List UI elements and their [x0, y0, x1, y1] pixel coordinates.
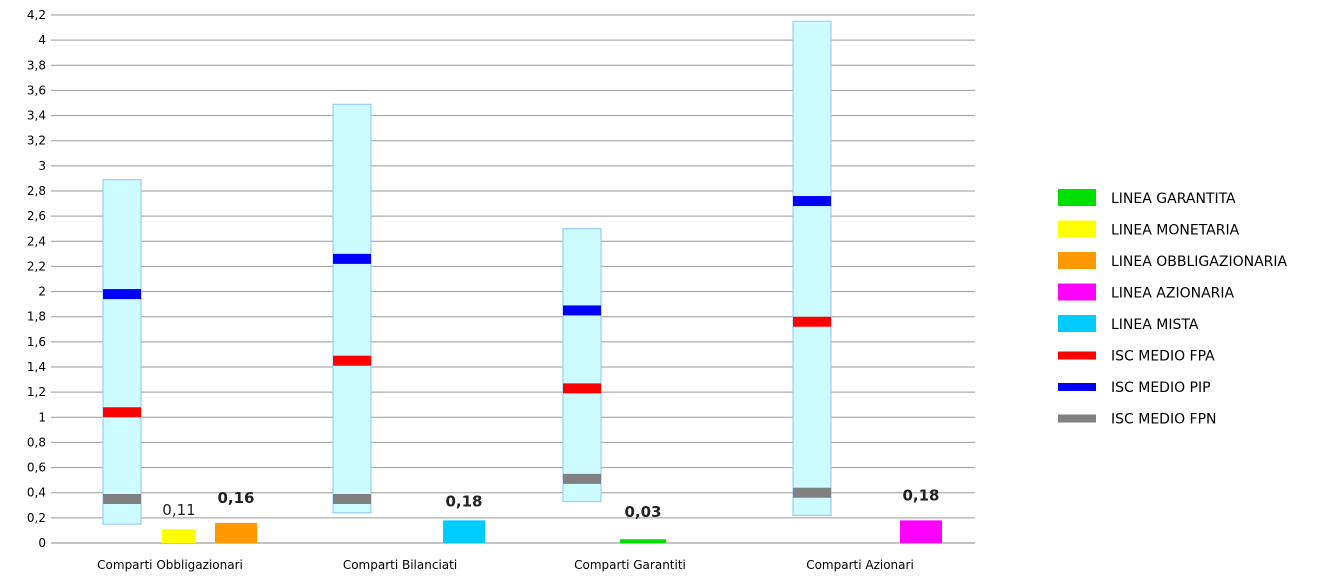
isc-marker	[103, 494, 141, 504]
y-tick-label: 2,6	[27, 209, 46, 223]
y-tick-label: 0,8	[27, 435, 46, 449]
legend-label: LINEA MISTA	[1111, 317, 1199, 333]
data-label: 0,16	[217, 489, 254, 507]
category-label: Comparti Bilanciati	[343, 558, 457, 572]
y-tick-label: 2,8	[27, 184, 46, 198]
category-label: Comparti Obbligazionari	[97, 558, 243, 572]
y-tick-label: 4	[38, 33, 46, 47]
value-bar	[900, 520, 942, 543]
y-tick-label: 0,6	[27, 461, 46, 475]
legend-swatch	[1058, 351, 1096, 360]
y-tick-label: 3,8	[27, 58, 46, 72]
range-bars	[102, 20, 832, 525]
value-bar	[620, 539, 666, 543]
isc-marker	[793, 196, 831, 207]
legend-label: ISC MEDIO FPN	[1111, 412, 1217, 428]
data-label: 0,18	[445, 492, 482, 510]
range-bar	[792, 20, 832, 516]
legend-swatch	[1058, 283, 1096, 301]
y-tick-label: 3,6	[27, 83, 46, 97]
y-tick-label: 0,2	[27, 511, 46, 525]
value-bars	[162, 520, 942, 543]
legend-label: ISC MEDIO FPA	[1111, 349, 1215, 365]
legend-swatch	[1058, 383, 1096, 391]
y-tick-label: 2,4	[27, 234, 46, 248]
y-tick-label: 1	[38, 410, 46, 424]
value-bar	[443, 520, 485, 543]
data-label: 0,03	[624, 503, 661, 521]
legend-swatch	[1058, 315, 1096, 332]
range-bar	[562, 228, 602, 503]
y-tick-label: 1,6	[27, 335, 46, 349]
value-bar	[215, 522, 257, 543]
legend-label: LINEA OBBLIGAZIONARIA	[1111, 254, 1288, 270]
legend: LINEA GARANTITA LINEA MONETARIA LINEA OBBL…	[1058, 189, 1288, 428]
y-tick-label: 1,2	[27, 385, 46, 399]
y-tick-label: 3	[38, 159, 46, 173]
y-tick-label: 4,2	[27, 8, 46, 22]
data-labels: 0,03 0,11 0,16 0,18 0,18	[162, 486, 939, 521]
legend-label: LINEA MONETARIA	[1111, 223, 1240, 239]
isc-markers	[103, 196, 831, 504]
isc-marker	[563, 305, 601, 316]
isc-marker	[103, 407, 141, 418]
category-label: Comparti Garantiti	[574, 558, 686, 572]
isc-marker	[333, 355, 371, 366]
data-label: 0,11	[162, 501, 195, 519]
y-tick-label: 2,2	[27, 259, 46, 273]
x-axis-labels: Comparti Obbligazionari Comparti Bilancia…	[97, 558, 914, 572]
isc-marker	[333, 494, 371, 504]
y-tick-label: 3,2	[27, 134, 46, 148]
y-tick-label: 2	[38, 285, 46, 299]
legend-swatch	[1058, 252, 1096, 269]
legend-swatch	[1058, 220, 1096, 238]
gridlines	[51, 14, 975, 544]
isc-marker	[563, 383, 601, 394]
isc-marker	[563, 473, 601, 484]
y-tick-label: 0	[38, 536, 46, 550]
y-tick-label: 3,4	[27, 109, 46, 123]
data-label: 0,18	[902, 486, 939, 504]
range-bar	[102, 179, 142, 525]
legend-swatch	[1058, 414, 1096, 423]
category-label: Comparti Azionari	[806, 558, 914, 572]
value-bar	[162, 529, 196, 543]
legend-label: ISC MEDIO PIP	[1111, 380, 1211, 396]
isc-marker	[333, 253, 371, 264]
range-bar	[332, 103, 372, 514]
legend-label: LINEA AZIONARIA	[1111, 286, 1234, 302]
isc-marker	[103, 289, 141, 300]
y-tick-label: 1,4	[27, 360, 46, 374]
y-tick-label: 0,4	[27, 486, 46, 500]
y-axis-ticks: 0 0,2 0,4 0,6 0,8 1 1,2 1,4 1,6 1,8 2 2,2 2,4 2,6 2,8 3…	[27, 8, 46, 550]
legend-swatch	[1058, 189, 1096, 206]
legend-label: LINEA GARANTITA	[1111, 191, 1236, 207]
isc-marker	[793, 487, 831, 498]
y-tick-label: 1,8	[27, 310, 46, 324]
isc-marker	[793, 316, 831, 327]
